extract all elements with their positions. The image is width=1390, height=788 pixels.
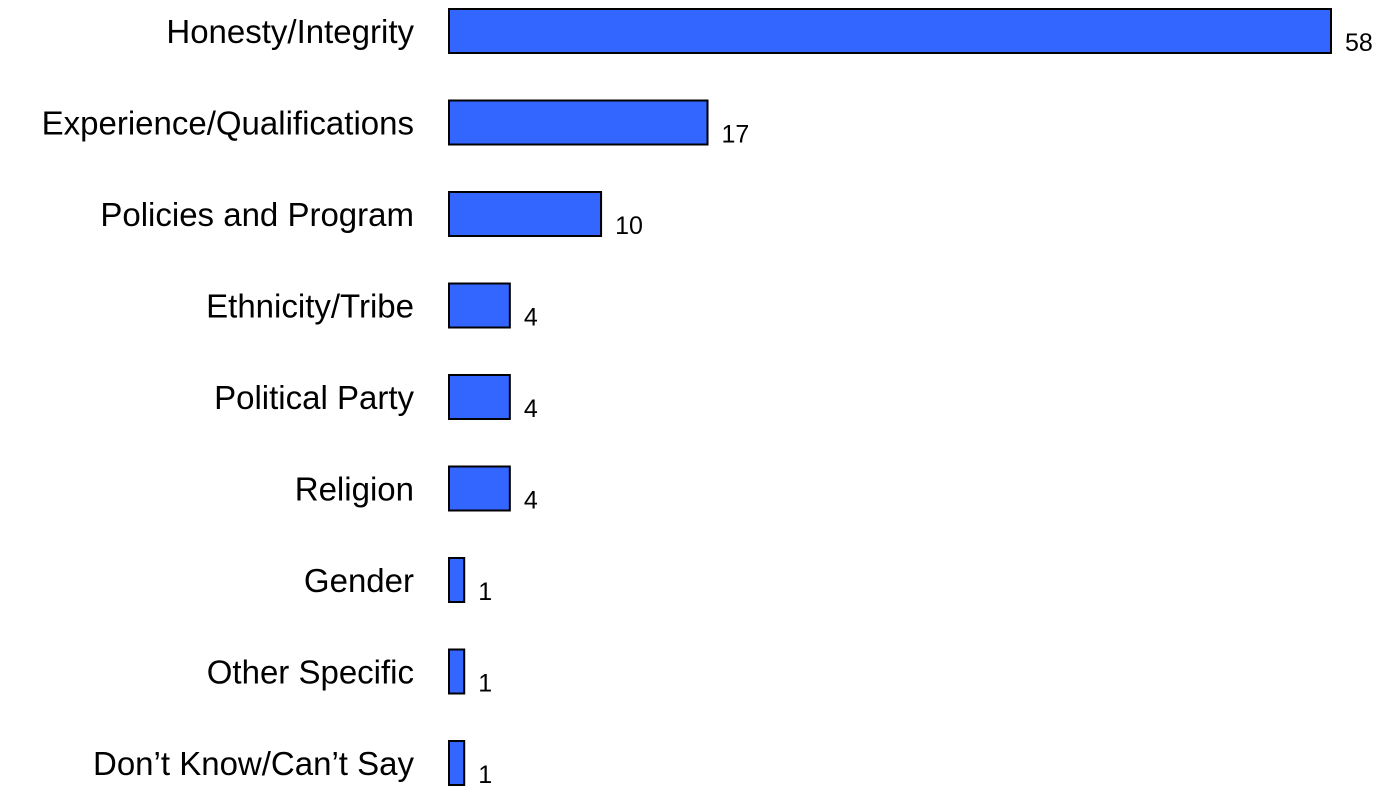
bar-0	[448, 8, 1332, 54]
category-label: Political Party	[214, 379, 414, 416]
data-label: 58	[1345, 29, 1373, 57]
bar-4	[448, 374, 511, 420]
category-label: Policies and Program	[100, 196, 414, 233]
category-label: Other Specific	[207, 654, 414, 691]
data-label: 10	[615, 212, 643, 240]
data-label: 1	[478, 670, 492, 698]
bar-1	[448, 99, 709, 146]
bar-7	[448, 648, 466, 695]
bar-8	[448, 740, 466, 786]
category-label: Don’t Know/Can’t Say	[93, 745, 414, 782]
data-label: 4	[524, 395, 538, 423]
category-label: Religion	[295, 471, 414, 508]
bars	[448, 8, 1332, 786]
category-label: Experience/Qualifications	[42, 105, 414, 142]
data-label: 1	[478, 761, 492, 788]
bar-2	[448, 191, 603, 237]
data-label: 4	[524, 304, 538, 332]
data-labels: 58 17 10 4 4 4 1 1 1	[478, 29, 1373, 788]
bar-6	[448, 557, 466, 603]
category-label: Gender	[304, 562, 414, 599]
bar-3	[448, 282, 511, 329]
bar-5	[448, 465, 511, 512]
data-label: 17	[722, 121, 750, 149]
category-label: Honesty/Integrity	[166, 13, 414, 50]
category-label: Ethnicity/Tribe	[206, 288, 414, 325]
data-label: 4	[524, 487, 538, 515]
category-labels: Honesty/Integrity Experience/Qualificatio…	[42, 13, 415, 782]
data-label: 1	[478, 578, 492, 606]
